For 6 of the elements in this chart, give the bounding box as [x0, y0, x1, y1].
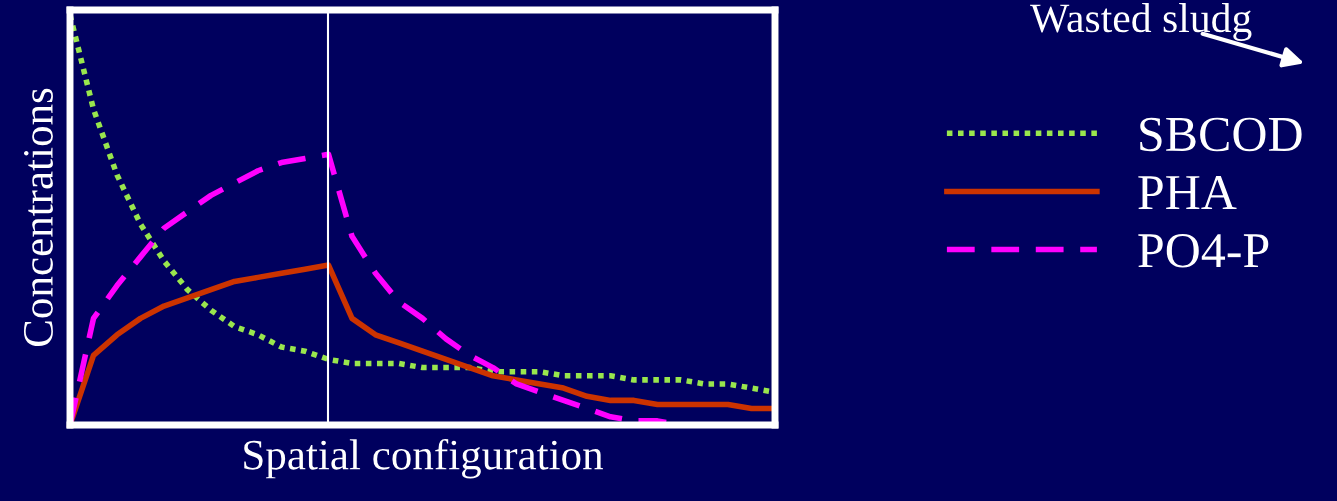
legend-label: PHA — [1138, 175, 1237, 209]
text: Wasted sludg — [1030, 3, 1252, 41]
y-axis-title: Concentrations — [23, 88, 53, 347]
legend-label: PO4-P — [1138, 233, 1269, 268]
x-axis-title: Spatial configuration — [244, 438, 603, 479]
legend-label: SBCOD — [1140, 117, 1302, 152]
